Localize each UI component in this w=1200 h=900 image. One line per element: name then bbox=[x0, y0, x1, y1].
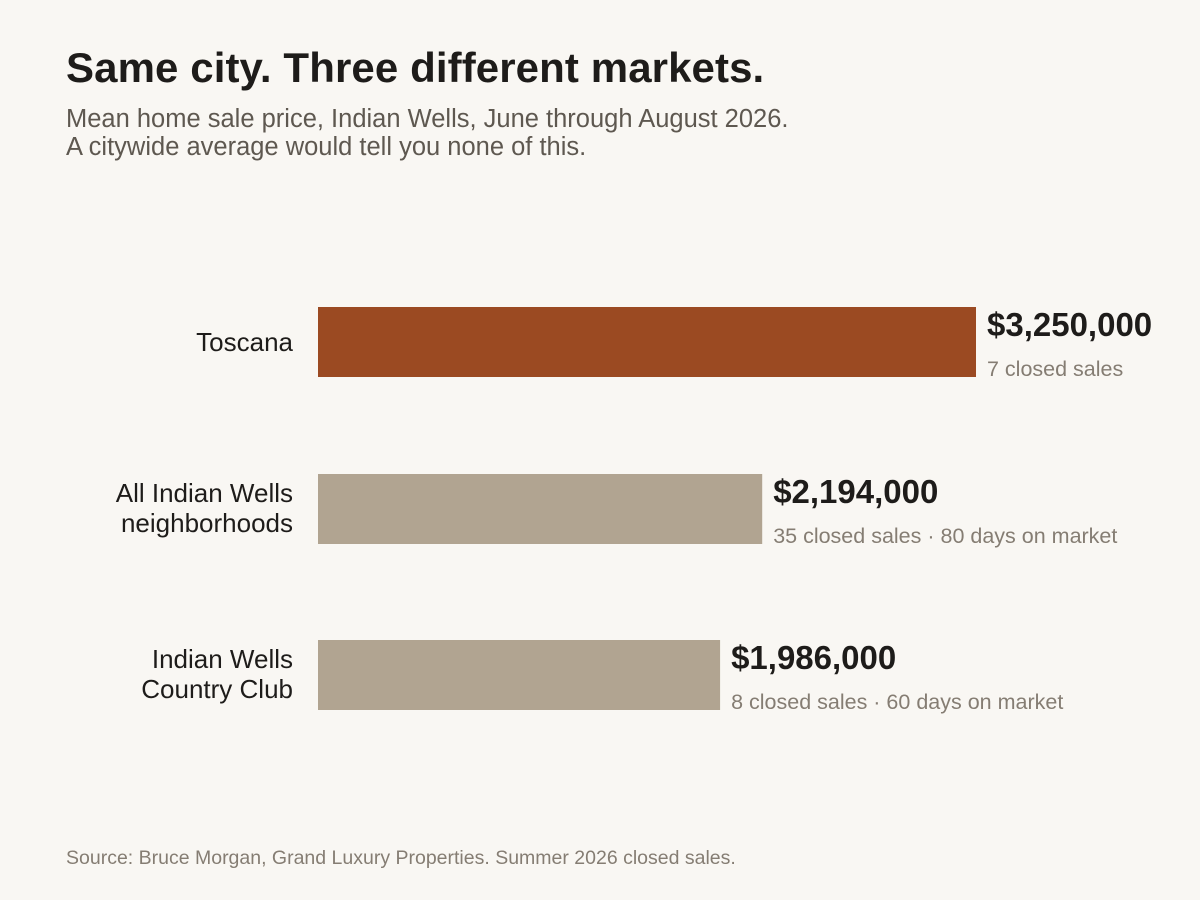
category-label-0-0: Toscana bbox=[196, 327, 293, 357]
source-note: Source: Bruce Morgan, Grand Luxury Prope… bbox=[66, 847, 736, 869]
chart-title: Same city. Three different markets. bbox=[66, 44, 765, 91]
category-label-1-0: All Indian Wells bbox=[116, 478, 293, 508]
category-label-1-1: neighborhoods bbox=[121, 508, 293, 538]
value-label-2: $1,986,000 bbox=[731, 639, 896, 676]
bar-2 bbox=[318, 640, 721, 710]
detail-label-2: 8 closed sales · 60 days on market bbox=[731, 690, 1063, 714]
value-label-0: $3,250,000 bbox=[987, 306, 1152, 343]
bar-0 bbox=[318, 307, 976, 377]
subtitle-line-2: A citywide average would tell you none o… bbox=[66, 133, 587, 161]
category-label-2-1: Country Club bbox=[141, 674, 293, 704]
value-label-1: $2,194,000 bbox=[773, 473, 938, 510]
chart-subtitle: Mean home sale price, Indian Wells, June… bbox=[66, 105, 788, 161]
category-label-2-0: Indian Wells bbox=[152, 644, 293, 674]
detail-label-0: 7 closed sales bbox=[987, 357, 1123, 381]
subtitle-line-1: Mean home sale price, Indian Wells, June… bbox=[66, 105, 789, 133]
bar-1 bbox=[318, 474, 763, 544]
detail-label-1: 35 closed sales · 80 days on market bbox=[773, 524, 1117, 548]
